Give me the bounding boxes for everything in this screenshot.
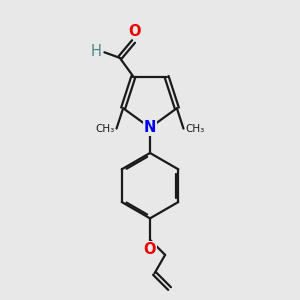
Text: O: O <box>144 242 156 257</box>
Text: CH₃: CH₃ <box>95 124 114 134</box>
Text: H: H <box>91 44 101 59</box>
Text: O: O <box>128 23 140 38</box>
Text: CH₃: CH₃ <box>186 124 205 134</box>
Text: N: N <box>144 120 156 135</box>
